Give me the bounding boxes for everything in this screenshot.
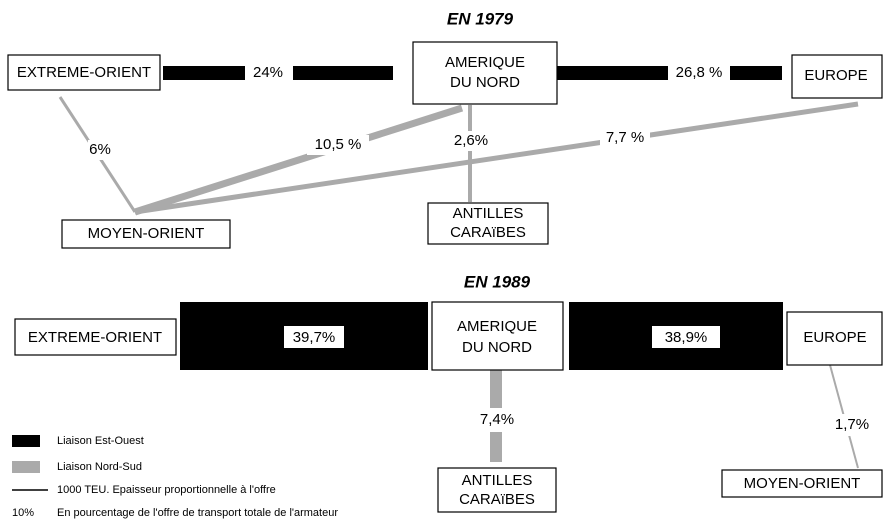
node-box [431, 301, 564, 371]
label-bg [284, 326, 344, 348]
flow-bar [293, 66, 393, 80]
label-bg [652, 326, 720, 348]
flow-bar [548, 66, 668, 80]
label-bg [450, 131, 492, 151]
legend-swatch [12, 461, 40, 473]
node-label: CARAïBES [459, 491, 535, 508]
label-bg [600, 128, 650, 148]
flow-bar [730, 66, 782, 80]
node-label: CARAïBES [450, 224, 526, 241]
flow-line [133, 104, 464, 216]
node-box [14, 318, 177, 356]
node-label: EXTREME-ORIENT [28, 329, 162, 346]
flow-label: 39,7% [293, 329, 336, 346]
label-bg [830, 414, 874, 436]
node-box [412, 41, 558, 105]
node-label: AMERIQUE [457, 318, 537, 335]
flow-label: 26,8 % [676, 64, 723, 81]
node-label: EUROPE [804, 67, 867, 84]
flow-label: 7,4% [480, 411, 514, 428]
node-label: ANTILLES [453, 205, 524, 222]
flow-label: 10,5 % [315, 136, 362, 153]
flow-label: 1,7% [835, 416, 869, 433]
node-label: AMERIQUE [445, 54, 525, 71]
flow-label: 38,9% [665, 329, 708, 346]
node-label: EUROPE [803, 329, 866, 346]
node-box [786, 311, 883, 366]
title-1979: EN 1979 [447, 9, 514, 28]
legend-swatch [12, 435, 40, 447]
flow-label: 2,6% [454, 132, 488, 149]
label-bg [472, 408, 522, 432]
node-label: MOYEN-ORIENT [744, 475, 861, 492]
legend-label: En pourcentage de l'offre de transport t… [57, 507, 338, 519]
title-1989: EN 1989 [464, 272, 531, 291]
node-label: ANTILLES [462, 472, 533, 489]
node-box [7, 54, 161, 91]
node-box [437, 467, 557, 513]
node-box [61, 219, 231, 249]
node-box [721, 469, 883, 498]
flow-label: 24% [253, 64, 283, 81]
flow-label: 6% [89, 141, 111, 158]
legend-label: 1000 TEU. Epaisseur proportionnelle à l'… [57, 484, 276, 496]
node-label: DU NORD [450, 74, 520, 91]
node-label: DU NORD [462, 339, 532, 356]
legend-label: Liaison Est-Ouest [57, 435, 144, 447]
flow-bar [163, 66, 245, 80]
node-label: EXTREME-ORIENT [17, 64, 151, 81]
flow-label: 7,7 % [606, 129, 644, 146]
legend-sample: 10% [12, 507, 34, 519]
node-box [427, 202, 549, 245]
flow-line [134, 101, 859, 215]
node-label: MOYEN-ORIENT [88, 225, 205, 242]
label-bg [307, 135, 369, 155]
label-bg [88, 140, 114, 160]
legend-label: Liaison Nord-Sud [57, 461, 142, 473]
node-box [791, 54, 883, 99]
